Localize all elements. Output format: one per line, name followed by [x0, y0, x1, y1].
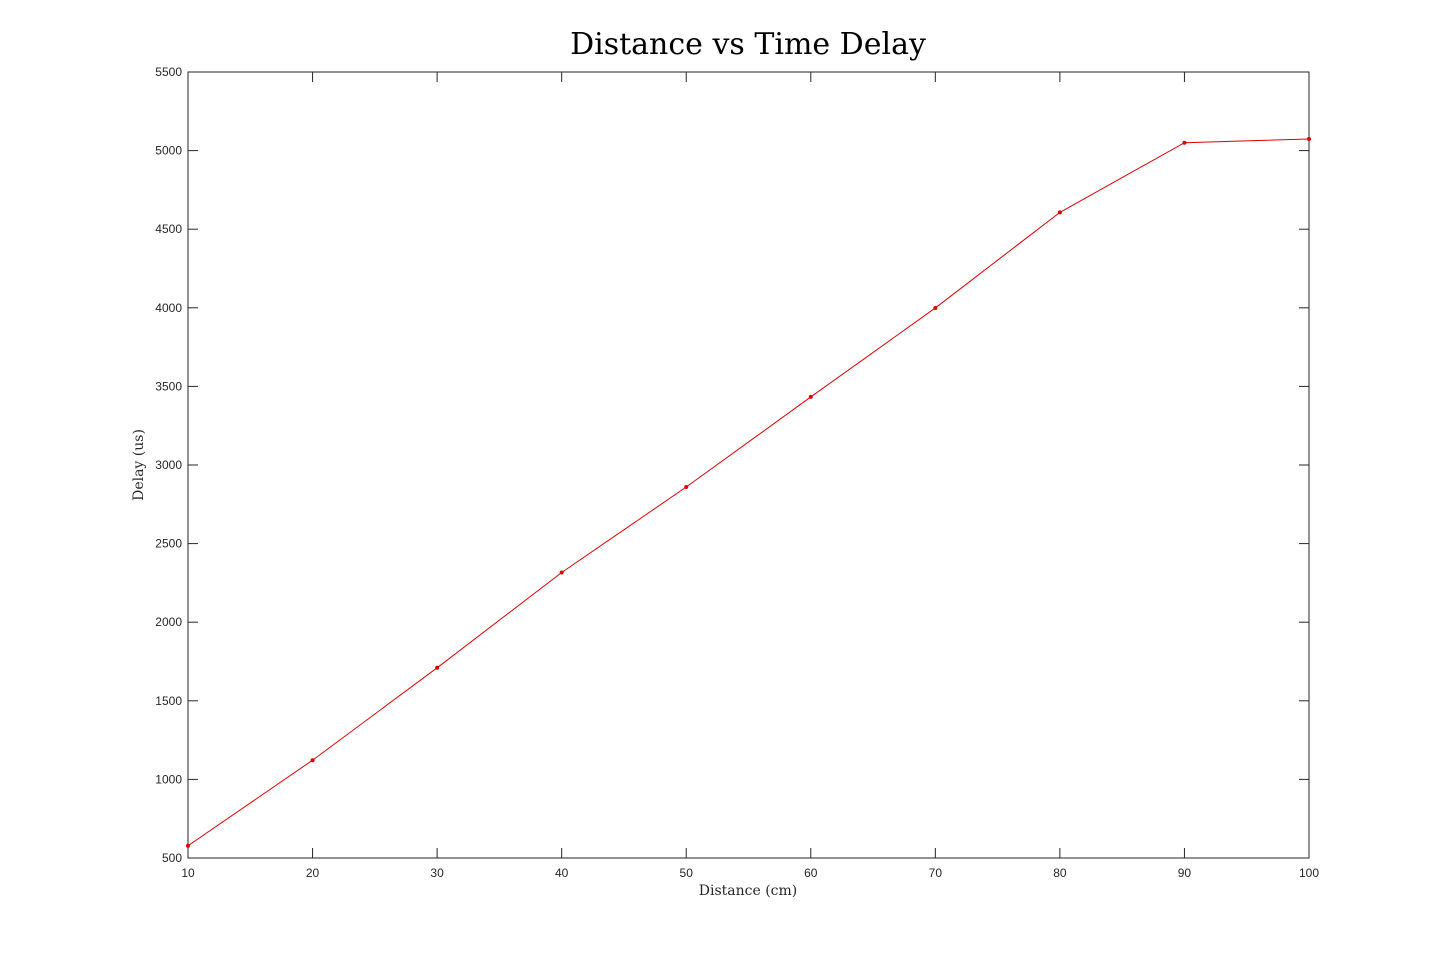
x-tick-label: 10: [181, 866, 195, 880]
y-tick-label: 500: [162, 851, 182, 865]
x-tick-label: 90: [1178, 866, 1192, 880]
x-tick-label: 100: [1299, 866, 1319, 880]
data-point: [1182, 140, 1187, 145]
data-point: [310, 758, 315, 763]
y-tick-label: 5000: [155, 144, 182, 158]
x-tick-label: 50: [680, 866, 694, 880]
y-tick-label: 2000: [155, 615, 182, 629]
data-point: [186, 843, 190, 848]
y-tick-label: 4500: [155, 222, 182, 236]
x-tick-label: 60: [804, 866, 818, 880]
chart-title: Distance vs Time Delay: [570, 27, 926, 62]
y-axis-label: Delay (us): [131, 429, 147, 501]
y-tick-label: 3500: [155, 379, 182, 393]
x-axis: 10 20 30 40 50 60 70 80 90 100: [181, 72, 1319, 880]
y-tick-label: 1500: [155, 694, 182, 708]
y-tick-label: 1000: [155, 772, 182, 786]
data-point: [933, 305, 938, 310]
x-tick-label: 40: [555, 866, 569, 880]
y-tick-label: 3000: [155, 458, 182, 472]
data-point: [808, 394, 813, 399]
y-tick-label: 2500: [155, 537, 182, 551]
data-point: [1057, 210, 1062, 215]
series-line: [187, 138, 1310, 847]
x-tick-label: 20: [306, 866, 320, 880]
series-group: [186, 136, 1311, 848]
y-tick-label: 5500: [155, 65, 182, 79]
plot-area: [187, 71, 1310, 859]
data-point: [559, 570, 564, 575]
x-tick-label: 80: [1053, 866, 1067, 880]
data-point: [435, 665, 440, 670]
x-tick-label: 70: [929, 866, 943, 880]
data-point: [684, 485, 689, 490]
y-tick-label: 4000: [155, 301, 182, 315]
x-axis-label: Distance (cm): [699, 883, 798, 899]
data-point: [1307, 136, 1311, 141]
x-tick-label: 30: [430, 866, 444, 880]
y-axis: 500 1000 1500 2000 2500 3000 3500 4000 4500 5000 5…: [155, 65, 1309, 865]
